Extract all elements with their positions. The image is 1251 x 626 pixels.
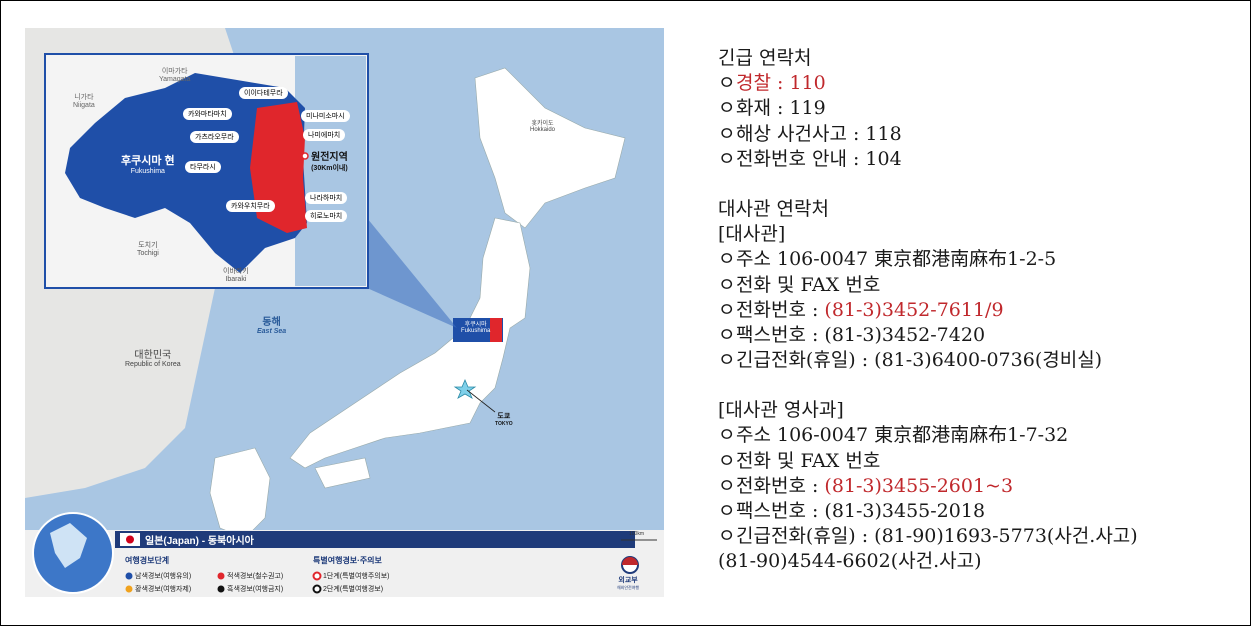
fukushima-danger-zone-small (490, 318, 502, 342)
bullet: ㅇ (718, 424, 736, 447)
callout-hirono: 히로노마치 (305, 210, 348, 222)
legend-dot-stage2 (312, 584, 322, 594)
label-east-sea: 동해 East Sea (257, 317, 287, 335)
label-fukushima: 후쿠시마 현 Fukushima (121, 155, 175, 175)
bullet: ㅇ (718, 122, 736, 145)
japan-flag-disc (126, 535, 134, 544)
bullet: ㅇ (718, 97, 736, 120)
legend-item-stage1: 1단계(특별여행주의보) (323, 573, 390, 580)
consular-phone-number[interactable]: (81-3)3455-2601~3 (824, 474, 1014, 497)
legend-dot-red (217, 572, 225, 580)
plant-danger-zone-inset (250, 102, 307, 233)
legend-special-heading: 특별여행경보·주의보 (313, 556, 382, 565)
callout-tamura: 타무라시 (185, 161, 221, 173)
hokkaido-landmass (474, 67, 626, 229)
bullet: ㅇ (718, 72, 736, 95)
consular-address: ㅇ주소 106-0047 東京都港南麻布1-7-32 (718, 423, 1238, 448)
bullet: ㅇ (718, 500, 736, 522)
fukushima-region-inset (65, 73, 307, 273)
country-title-bar (115, 531, 635, 548)
legend-item-red: 적색경보(철수권고) (227, 573, 284, 580)
emergency-maritime: ㅇ해상 사건사고 : 118 (718, 122, 1238, 147)
label-tokyo: 도쿄 TOKYO (495, 413, 513, 427)
consular-heading: [대사관 영사과] (718, 399, 844, 422)
bullet: ㅇ (718, 298, 736, 321)
consular-emergency-phone: ㅇ긴급전화(휴일) : (81-90)1693-5773(사건.사고) (718, 524, 1238, 549)
label-tochigi: 도치기 Tochigi (137, 242, 159, 257)
bullet: ㅇ (718, 273, 736, 296)
label-ibaraki: 이바라키 Ibaraki (223, 268, 249, 283)
contacts-panel: 긴급 연락처 ㅇ경찰 : 110 ㅇ화재 : 119 ㅇ해상 사건사고 : 11… (718, 46, 1238, 575)
consular-fax: ㅇ팩스번호 : (81-3)3455-2018 (718, 499, 1238, 524)
legend-heading: 여행경보단계 (125, 556, 170, 565)
label-yamagata: 이마가타 Yamagata (159, 68, 191, 83)
callout-kawamata: 카와마타마치 (183, 108, 232, 120)
legend-item-black: 흑색경보(여행금지) (227, 586, 284, 593)
country-title: 일본(Japan) - 동북아시아 (145, 536, 254, 547)
consular-emergency-phone-2: (81-90)4544-6602(사건.사고) (718, 550, 982, 573)
embassy-phone-fax: ㅇ전화 및 FAX 번호 (718, 273, 1238, 298)
callout-naraha: 나라하마치 (305, 192, 348, 204)
embassy-phone-number[interactable]: (81-3)3452-7611/9 (824, 298, 1004, 321)
label-niigata: 니가타 Niigata (73, 94, 95, 109)
legend-dot-blue (125, 572, 133, 580)
bullet: ㅇ (718, 349, 736, 372)
legend-item-blue: 남색경보(여행유의) (135, 573, 192, 580)
emergency-fire: ㅇ화재 : 119 (718, 96, 1238, 121)
ministry-name: 외교부 해외안전여행 (617, 577, 640, 590)
label-fukushima-small: 후쿠시마 Fukushima (461, 322, 491, 334)
consular-phone: ㅇ전화번호 : (81-3)3455-2601~3 (718, 474, 1238, 499)
embassy-phone: ㅇ전화번호 : (81-3)3452-7611/9 (718, 298, 1238, 323)
embassy-address: ㅇ주소 106-0047 東京都港南麻布1-2-5 (718, 247, 1238, 272)
shikoku-landmass (314, 457, 371, 489)
emergency-directory: ㅇ전화번호 안내 : 104 (718, 147, 1238, 172)
japan-travel-alert-map: 이마가타 Yamagata 니가타 Niigata 후쿠시마 현 Fukushi… (25, 28, 664, 597)
callout-namie: 나미에마치 (303, 129, 346, 141)
legend-dot-stage1 (312, 571, 322, 581)
honshu-landmass (289, 217, 531, 469)
embassy-title: 대사관 연락처 (718, 197, 829, 220)
legend-dot-black (217, 585, 225, 593)
embassy-fax: ㅇ팩스번호 : (81-3)3452-7420 (718, 323, 1238, 348)
bullet: ㅇ (718, 323, 736, 346)
tokyo-leader-line (466, 389, 496, 413)
scale-label: 100km (629, 531, 645, 537)
embassy-emergency-phone: ㅇ긴급전화(휴일) : (81-3)6400-0736(경비실) (718, 348, 1238, 373)
inset-connector (367, 218, 457, 328)
legend-item-yellow: 황색경보(여행자제) (135, 586, 192, 593)
emergency-title: 긴급 연락처 (718, 47, 812, 69)
legend-item-stage2: 2단계(특별여행경보) (323, 586, 384, 593)
callout-katsurao: 가츠라오무라 (190, 131, 239, 143)
bullet: ㅇ (718, 147, 736, 170)
callout-minamisoma: 미나미소마시 (301, 110, 350, 122)
bullet: ㅇ (718, 449, 736, 472)
label-korea: 대한민국 Republic of Korea (125, 350, 181, 368)
plant-zone-label: 원전지역 (30Km이내) (311, 152, 348, 172)
embassy-heading: [대사관] (718, 223, 786, 246)
emergency-police: ㅇ경찰 : 110 (718, 71, 1238, 96)
inset-sea (295, 56, 366, 286)
nuclear-plant-marker (301, 152, 309, 160)
ministry-logo-mark (622, 557, 638, 565)
bullet: ㅇ (718, 248, 736, 271)
map-graphic (25, 28, 664, 597)
bullet: ㅇ (718, 474, 736, 497)
locator-globe-land (50, 523, 87, 568)
callout-iitate: 이이다테무라 (239, 87, 288, 99)
bullet: ㅇ (718, 525, 736, 548)
kyushu-landmass (209, 447, 271, 539)
label-hokkaido: 홋카이도 Hokkaido (530, 121, 556, 133)
legend-dot-yellow (125, 585, 133, 593)
tokyo-star-marker (453, 378, 477, 399)
callout-kawauchi: 카와우치무라 (226, 200, 275, 212)
consular-phone-fax: ㅇ전화 및 FAX 번호 (718, 449, 1238, 474)
